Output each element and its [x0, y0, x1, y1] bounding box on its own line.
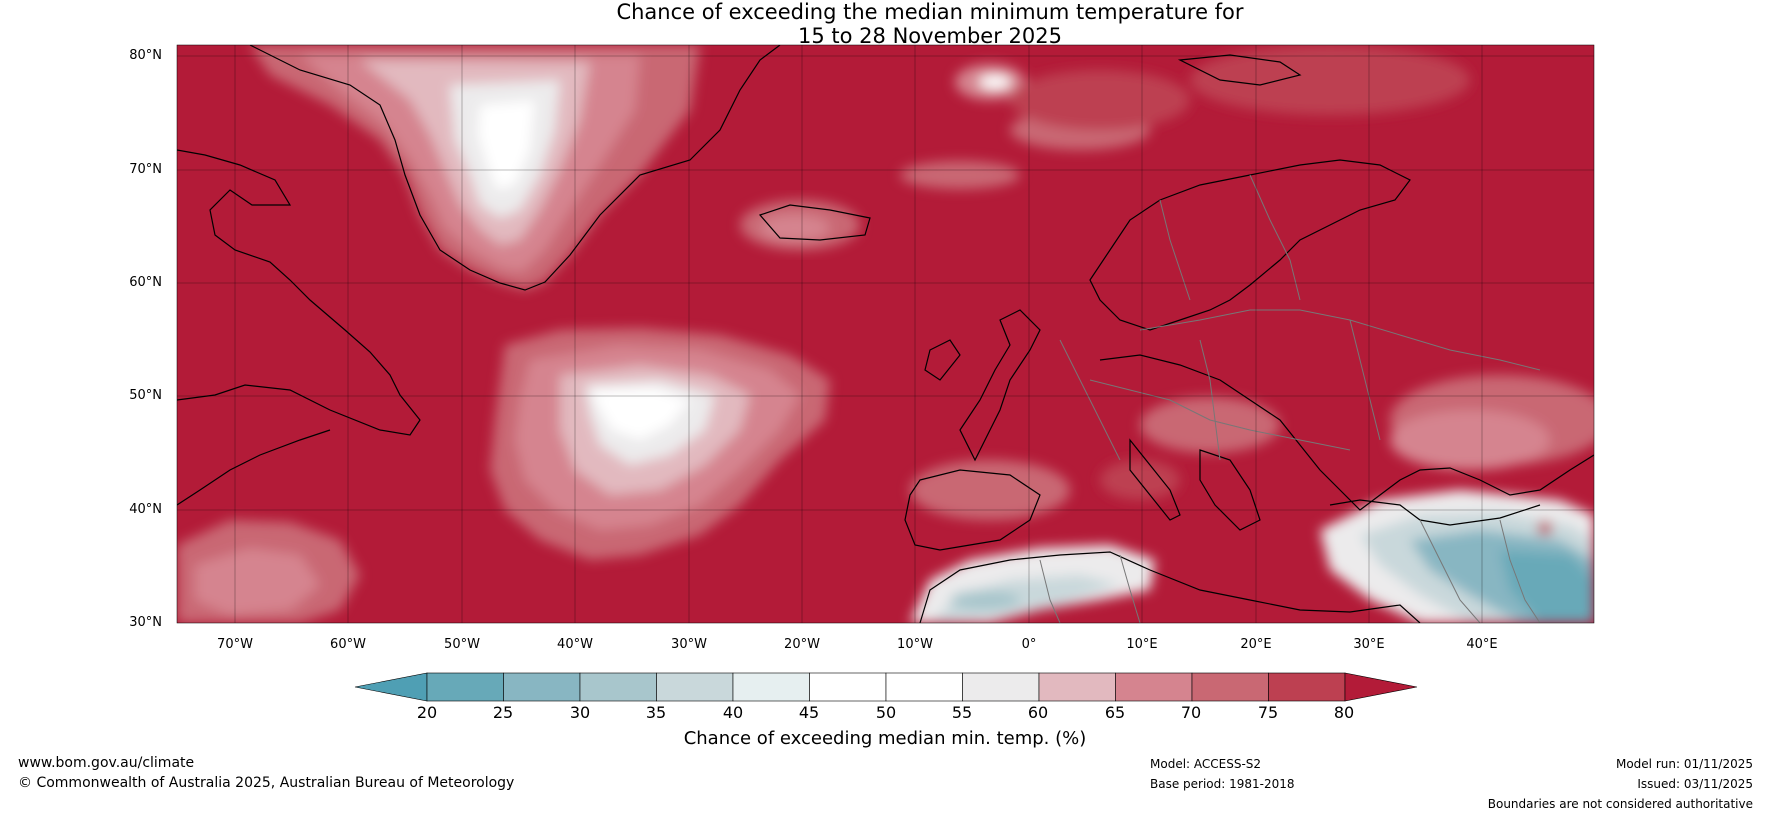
lon-label-30w: 30°W [671, 637, 707, 652]
atlantic-anomaly [490, 328, 830, 560]
colorbar-segment [503, 672, 581, 702]
lon-label-30e: 30°E [1353, 637, 1385, 652]
lon-label-50w: 50°W [444, 637, 480, 652]
colorbar-segment [579, 672, 657, 702]
lon-label-70w: 70°W [217, 637, 253, 652]
colorbar-segment [732, 672, 810, 702]
lat-label-50n: 50°N [129, 388, 162, 403]
footer-url: www.bom.gov.au/climate [18, 755, 195, 771]
colorbar-segment [426, 672, 504, 702]
colorbar-tick-20: 20 [416, 703, 438, 722]
colorbar-segment [656, 672, 734, 702]
africa-mideast-anomaly [910, 490, 1594, 623]
lon-label-10e: 10°E [1126, 637, 1158, 652]
colorbar-segment [809, 672, 887, 702]
coastlines [177, 45, 1594, 623]
colorbar-tick-65: 65 [1104, 703, 1126, 722]
colorbar-segment [1115, 672, 1193, 702]
colorbar-tick-45: 45 [798, 703, 820, 722]
colorbar-tick-35: 35 [645, 703, 667, 722]
lon-label-20e: 20°E [1240, 637, 1272, 652]
footer-issued: Issued: 03/11/2025 [1637, 777, 1753, 791]
colorbar-segment [962, 672, 1040, 702]
colorbar-tick-30: 30 [569, 703, 591, 722]
colorbar-tick-75: 75 [1257, 703, 1279, 722]
lon-label-60w: 60°W [330, 637, 366, 652]
probability-field [177, 45, 1594, 623]
lon-label-40w: 40°W [557, 637, 593, 652]
subtropical-atlantic-anomaly [177, 520, 360, 623]
colorbar-segment [885, 672, 963, 702]
europe-anomalies [910, 375, 1594, 520]
gridlines [177, 45, 1594, 623]
lat-label-30n: 30°N [129, 615, 162, 630]
lat-label-60n: 60°N [129, 275, 162, 290]
footer-model-run: Model run: 01/11/2025 [1615, 757, 1753, 771]
map-title: Chance of exceeding the median minimum t… [0, 0, 1770, 48]
lat-label-80n: 80°N [129, 48, 162, 63]
colorbar-tick-25: 25 [492, 703, 514, 722]
colorbar-tick-80: 80 [1333, 703, 1355, 722]
title-line-2: 15 to 28 November 2025 [798, 24, 1062, 48]
footer-base-period: Base period: 1981-2018 [1150, 777, 1295, 791]
colorbar-over-extension [1344, 672, 1418, 702]
country-borders [1039, 174, 1541, 623]
lon-label-10w: 10°W [897, 637, 933, 652]
colorbar-title: Chance of exceeding median min. temp. (%… [683, 728, 1087, 749]
colorbar-segment [1191, 672, 1269, 702]
colorbar-segment [1038, 672, 1116, 702]
colorbar-tick-70: 70 [1180, 703, 1202, 722]
colorbar-under-extension [354, 672, 428, 702]
lon-label-40e: 40°E [1466, 637, 1498, 652]
colorbar [354, 672, 1418, 702]
title-line-1: Chance of exceeding the median minimum t… [616, 0, 1244, 24]
colorbar-tick-60: 60 [1027, 703, 1049, 722]
footer-boundaries: Boundaries are not considered authoritat… [1487, 797, 1753, 811]
lon-label-20w: 20°W [784, 637, 820, 652]
lon-label-0: 0° [1021, 637, 1037, 652]
lat-label-70n: 70°N [129, 162, 162, 177]
colorbar-tick-40: 40 [722, 703, 744, 722]
footer-model: Model: ACCESS-S2 [1150, 757, 1262, 771]
colorbar-segment [1268, 672, 1346, 702]
colorbar-tick-50: 50 [875, 703, 897, 722]
footer-copyright: © Commonwealth of Australia 2025, Austra… [18, 775, 515, 791]
greenland-anomaly [250, 45, 700, 290]
arctic-anomalies [900, 45, 1470, 189]
iceland-anomaly [740, 200, 860, 250]
colorbar-tick-55: 55 [951, 703, 973, 722]
map-frame [176, 44, 1595, 624]
lat-label-40n: 40°N [129, 502, 162, 517]
